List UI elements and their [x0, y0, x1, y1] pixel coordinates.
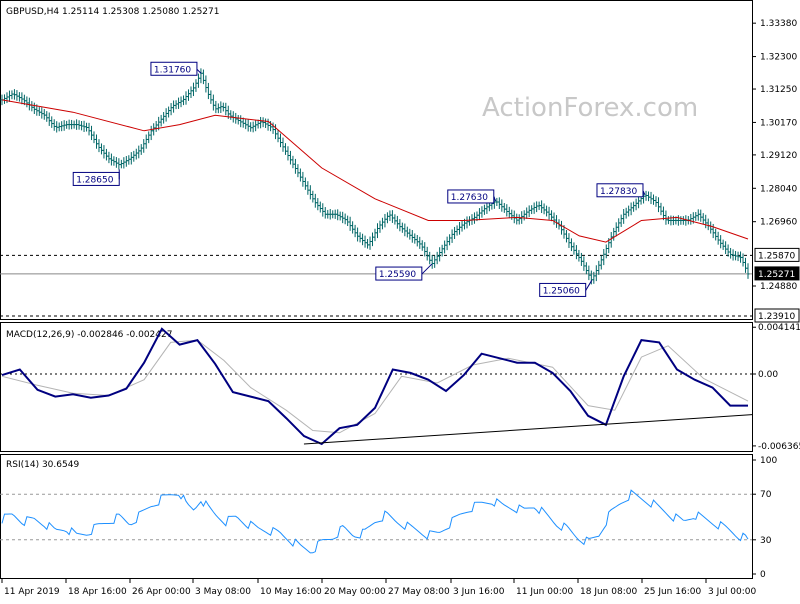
x-tick-label-0: 11 Apr 2019 [4, 587, 60, 597]
x-tick-label-9: 18 Jun 08:00 [580, 587, 637, 597]
swing-label-connector [493, 196, 497, 202]
macd-tick-label-1: 0.00 [758, 370, 778, 380]
price-panel-title: GBPUSD,H4 1.25114 1.25308 1.25080 1.2527… [6, 7, 219, 17]
swing-label-2: 1.27630 [447, 189, 497, 204]
price-panel-frame [0, 0, 753, 320]
rsi-panel-title: RSI(14) 30.6549 [6, 460, 79, 470]
x-tick-label-10: 25 Jun 16:00 [644, 587, 701, 597]
price-tick-label-1: 1.32300 [760, 53, 797, 63]
price-tick-label-4: 1.29120 [760, 151, 797, 161]
rsi-layer: 100 70 30 0 [0, 456, 777, 580]
x-tick-label-3: 3 May 08:00 [195, 587, 251, 597]
x-tick-label-8: 11 Jun 00:00 [516, 587, 573, 597]
swing-label-text: 1.25590 [379, 270, 416, 280]
rsi-tick-label-2: 30 [760, 536, 772, 546]
x-tick-label-11: 3 Jul 00:00 [708, 587, 757, 597]
x-tick-label-2: 26 Apr 00:00 [132, 587, 191, 597]
swing-label-box [447, 189, 495, 204]
macd-signal-line [1, 339, 749, 434]
swing-label-3: 1.25590 [375, 263, 433, 281]
price-tag-10-box [754, 308, 800, 323]
price-tag-7-label: 1.25870 [758, 251, 795, 261]
price-tag-7: 1.25870 [754, 247, 800, 262]
x-tick-label-5: 20 May 00:00 [324, 587, 386, 597]
swing-label-text: 1.28650 [76, 175, 113, 185]
swing-label-text: 1.27830 [600, 187, 637, 197]
price-tick-label-0: 1.33380 [760, 19, 797, 29]
rsi-line [1, 489, 749, 554]
macd-tick-label-2: -0.006365 [758, 442, 800, 452]
swing-label-connector [642, 190, 646, 196]
price-tag-7-box [754, 247, 800, 262]
swing-label-box [596, 183, 644, 198]
x-tick-label-1: 18 Apr 16:00 [68, 587, 127, 597]
macd-trendline [303, 414, 753, 445]
swing-label-text: 1.27630 [451, 193, 488, 203]
moving-average-line [1, 99, 749, 243]
price-tag-8-label: 1.25271 [758, 270, 795, 280]
swing-label-box [150, 61, 198, 76]
x-tick-label-6: 27 May 08:00 [388, 587, 450, 597]
price-layer: 1.33380 1.32300 1.31250 1.30170 1.29120 1.280… [0, 19, 800, 323]
swing-label-connector [585, 280, 593, 291]
swing-label-1: 1.28650 [72, 169, 120, 186]
rsi-panel-frame [0, 454, 753, 579]
macd-panel-frame [0, 322, 753, 452]
rsi-tick-label-0: 100 [760, 456, 777, 466]
swing-label-5: 1.25060 [539, 280, 593, 297]
x-axis-layer: 11 Apr 2019 18 Apr 16:00 26 Apr 00:00 3 May… [1, 578, 757, 597]
swing-label-connector [421, 263, 433, 275]
swing-label-4: 1.27830 [596, 183, 646, 198]
price-tag-8-box [754, 266, 800, 281]
price-tick-label-5: 1.28040 [760, 184, 797, 194]
macd-line [1, 327, 748, 446]
macd-panel-title: MACD(12,26,9) -0.002846 -0.002427 [6, 330, 172, 340]
watermark-text: ActionForex.com [482, 93, 698, 123]
price-tick-label-2: 1.31250 [760, 85, 797, 95]
swing-label-connector [196, 68, 202, 74]
price-tick-label-3: 1.30170 [760, 118, 797, 128]
price-tag-8: 1.25271 [754, 266, 800, 281]
price-tick-label-9: 1.24880 [760, 282, 797, 292]
rsi-tick-label-1: 70 [760, 490, 772, 500]
price-tag-10-label: 1.23910 [758, 312, 795, 322]
price-tick-label-6: 1.26960 [760, 218, 797, 228]
x-tick-label-4: 10 May 16:00 [260, 587, 322, 597]
swing-label-0: 1.31760 [150, 61, 202, 76]
swing-label-text: 1.31760 [154, 65, 191, 75]
macd-tick-label-0: 0.004141 [758, 323, 800, 333]
rsi-tick-label-3: 0 [760, 570, 766, 580]
price-tag-10: 1.23910 [754, 308, 800, 323]
swing-label-text: 1.25060 [543, 286, 580, 296]
macd-layer: 0.004141 0.00 -0.006365 [0, 323, 800, 452]
x-tick-label-7: 3 Jun 16:00 [453, 587, 505, 597]
